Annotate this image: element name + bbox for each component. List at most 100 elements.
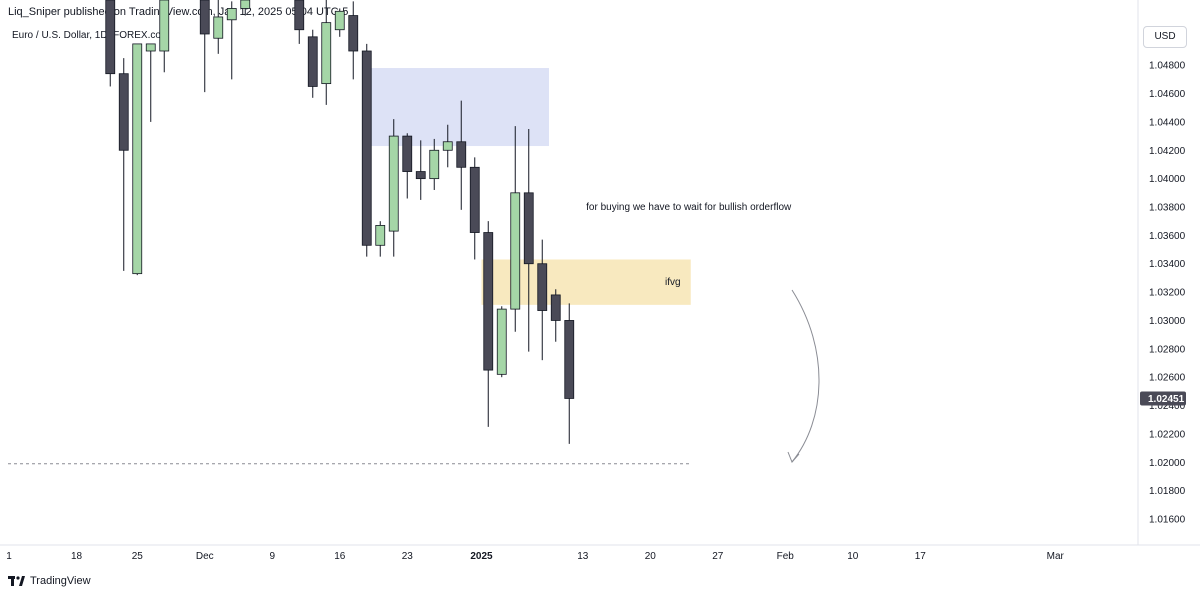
bearish-candle-body — [199, 0, 210, 35]
candle-15 — [375, 221, 386, 257]
arrow-head-icon — [787, 451, 800, 463]
x-tick-label: 1 — [6, 551, 12, 562]
publisher-line: Liq_Sniper published on TradingView.com,… — [8, 6, 349, 18]
y-tick-label: 1.04000 — [1149, 174, 1186, 185]
y-tick-label: 1.03800 — [1149, 203, 1186, 214]
x-tick-label: 13 — [577, 551, 589, 562]
y-tick-label: 1.04400 — [1149, 117, 1186, 128]
annotations-layer: for buying we have to wait for bullish o… — [586, 202, 792, 213]
last-price-label: 1.02451 — [1148, 394, 1185, 405]
y-tick-label: 1.02200 — [1149, 429, 1186, 440]
tradingview-logo-icon — [8, 575, 25, 586]
bullish-candle-body — [159, 0, 170, 52]
bearish-candle-body — [469, 166, 480, 233]
y-tick-label: 1.02000 — [1149, 458, 1186, 469]
x-tick-label: 9 — [269, 551, 275, 562]
x-tick-label: 2025 — [470, 551, 493, 562]
bearish-candle-body — [118, 73, 129, 151]
x-tick-label: 25 — [132, 551, 144, 562]
y-tick-label: 1.04200 — [1149, 146, 1186, 157]
candle-16 — [388, 119, 399, 257]
x-tick-label: 16 — [334, 551, 346, 562]
candle-11 — [321, 0, 332, 105]
x-tick-label: 27 — [712, 551, 724, 562]
candle-4 — [159, 0, 170, 73]
candle-22 — [469, 157, 480, 260]
candle-24 — [496, 306, 507, 378]
candle-26 — [523, 129, 534, 352]
zones-layer: ifvg — [363, 68, 691, 305]
bullish-candle-body — [226, 8, 237, 21]
y-tick-label: 1.02400 — [1149, 401, 1186, 412]
candle-1 — [118, 58, 129, 271]
x-tick-label: 10 — [847, 551, 859, 562]
x-tick-label: 23 — [402, 551, 414, 562]
bullish-candle-body — [132, 43, 143, 275]
footer-brand: TradingView — [8, 575, 91, 587]
bearish-candle-body — [402, 135, 413, 172]
candle-14 — [361, 43, 372, 257]
candle-9 — [294, 0, 305, 44]
candle-27 — [537, 239, 548, 361]
price-axis[interactable]: 1.04800 1.04600 1.04400 1.04200 1.04000 1.038… — [1149, 61, 1186, 526]
candle-19 — [429, 138, 440, 190]
time-axis[interactable]: 1 18 25 Dec 9 16 23 2025 13 20 27 Feb 10 17 Mar — [6, 551, 1064, 562]
y-tick-label: 1.04600 — [1149, 89, 1186, 100]
candle-12 — [334, 8, 345, 37]
candle-20 — [442, 124, 453, 168]
candle-13 — [348, 1, 359, 80]
bearish-candle-body — [483, 232, 494, 371]
candle-25 — [510, 126, 521, 332]
bearish-candle-body — [348, 15, 359, 52]
bullish-candle-body — [429, 149, 440, 180]
curved-arrow — [791, 289, 820, 463]
candle-17 — [402, 133, 413, 199]
bearish-candle-body — [294, 0, 305, 31]
bullish-candle-body — [334, 10, 345, 31]
y-tick-label: 1.02600 — [1149, 373, 1186, 384]
y-tick-label: 1.01600 — [1149, 515, 1186, 526]
candle-21 — [456, 100, 467, 210]
candle-28 — [550, 289, 561, 342]
bearish-candle-body — [564, 320, 575, 399]
candles-layer — [105, 0, 575, 444]
candle-5 — [199, 0, 210, 93]
candle-6 — [213, 0, 224, 54]
zone-supply — [363, 68, 549, 147]
x-tick-label: Feb — [777, 551, 795, 562]
y-tick-label: 1.02800 — [1149, 344, 1186, 355]
currency-button[interactable]: USD — [1143, 26, 1187, 48]
x-tick-label: Dec — [196, 551, 214, 562]
candle-7 — [226, 1, 237, 80]
y-tick-label: 1.04800 — [1149, 61, 1186, 72]
bullish-candle-body — [496, 308, 507, 375]
candle-29 — [564, 303, 575, 444]
bearish-candle-body — [361, 50, 372, 246]
last-price-tag — [1140, 391, 1186, 406]
candle-23 — [483, 221, 494, 427]
symbol-title: Euro / U.S. Dollar, 1D, FOREX.com — [12, 30, 170, 41]
bullish-candle-body — [240, 0, 251, 9]
bearish-candle-body — [537, 263, 548, 311]
bullish-candle-body — [388, 135, 399, 232]
candle-10 — [307, 29, 318, 98]
bullish-candle-body — [145, 43, 156, 52]
last-price-layer: 1.02451 — [1140, 391, 1186, 406]
bearish-candle-body — [550, 294, 561, 321]
bearish-candle-body — [307, 36, 318, 87]
y-tick-label: 1.03400 — [1149, 259, 1186, 270]
bullish-candle-body — [213, 16, 224, 39]
candle-2 — [132, 43, 143, 276]
x-tick-label: 20 — [645, 551, 657, 562]
candle-3 — [145, 43, 156, 122]
candle-8 — [240, 0, 251, 16]
footer-brand-text: TradingView — [30, 575, 91, 587]
y-tick-label: 1.01800 — [1149, 486, 1186, 497]
bullish-candle-body — [321, 22, 332, 85]
y-tick-label: 1.03000 — [1149, 316, 1186, 327]
bearish-candle-body — [523, 192, 534, 265]
bearish-candle-body — [456, 141, 467, 168]
candle-0 — [105, 0, 116, 87]
bearish-candle-body — [415, 171, 426, 180]
